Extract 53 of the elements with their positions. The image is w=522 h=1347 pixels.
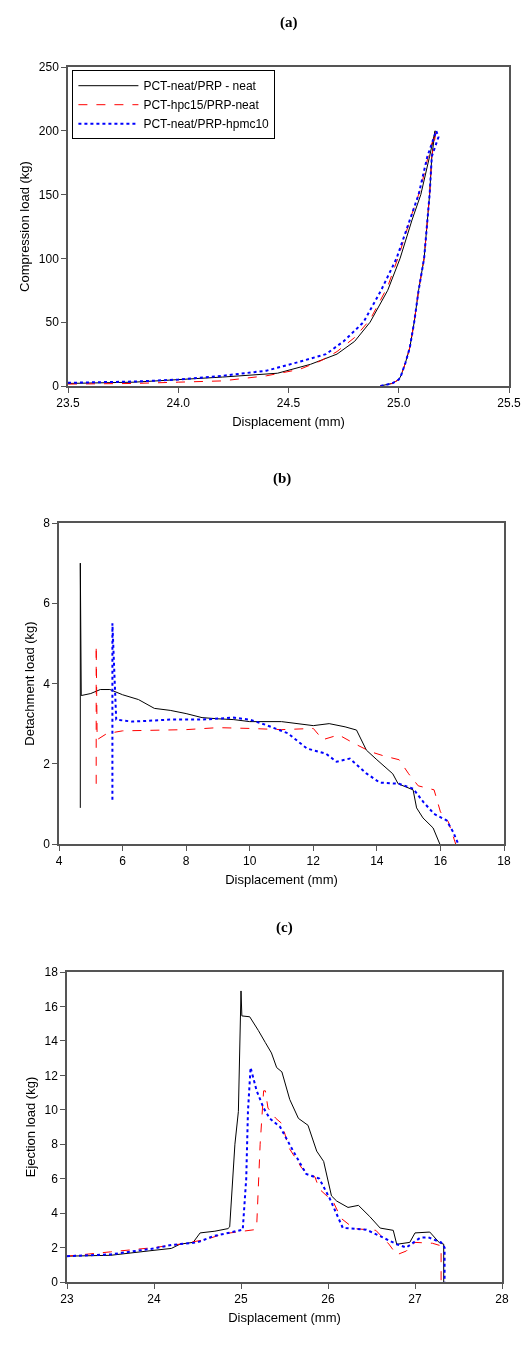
y-tick-label: 6 xyxy=(43,596,51,611)
x-tick-label: 25.0 xyxy=(387,396,411,411)
x-tick-label: 23 xyxy=(60,1292,74,1307)
y-axis-title: Detachment load (kg) xyxy=(21,621,37,746)
x-tick-label: 8 xyxy=(182,854,190,869)
x-axis-title: Displacement (mm) xyxy=(228,1310,341,1326)
y-tick-label: 250 xyxy=(38,60,60,75)
y-tick-label: 14 xyxy=(44,1034,59,1049)
y-tick-label: 12 xyxy=(44,1068,59,1083)
y-tick-label: 0 xyxy=(43,837,51,852)
x-tick-label: 25.5 xyxy=(497,396,521,411)
x-tick-label: 24 xyxy=(147,1292,161,1307)
x-tick-label: 12 xyxy=(306,854,321,869)
x-tick-label: 23.5 xyxy=(56,396,80,411)
x-tick-label: 24.0 xyxy=(166,396,191,411)
x-tick-label: 10 xyxy=(243,854,257,869)
x-axis-title: Displacement (mm) xyxy=(225,872,338,888)
y-tick-label: 4 xyxy=(51,1206,59,1221)
legend-label: PCT-neat/PRP - neat xyxy=(143,79,257,94)
y-tick-label: 100 xyxy=(38,251,60,266)
line-series xyxy=(79,562,441,844)
y-tick-label: 6 xyxy=(51,1171,59,1186)
legend-label: PCT-hpc15/PRP-neat xyxy=(143,98,260,113)
x-tick-label: 6 xyxy=(119,854,127,869)
chart-title: (b) xyxy=(273,470,292,487)
y-tick-label: 8 xyxy=(51,1137,59,1152)
x-tick-label: 16 xyxy=(433,854,448,869)
x-tick-label: 24.5 xyxy=(276,396,301,411)
x-tick-label: 18 xyxy=(497,854,511,869)
x-tick-label: 26 xyxy=(321,1292,335,1307)
y-axis-title: Compression load (kg) xyxy=(17,161,33,292)
x-tick-label: 28 xyxy=(495,1292,509,1307)
x-axis-title: Displacement (mm) xyxy=(232,414,345,430)
y-tick-label: 16 xyxy=(44,999,59,1014)
y-tick-label: 4 xyxy=(43,676,51,691)
y-tick-label: 150 xyxy=(38,187,60,202)
x-tick-label: 14 xyxy=(370,854,384,869)
x-tick-label: 27 xyxy=(408,1292,422,1307)
y-tick-label: 200 xyxy=(38,124,60,138)
y-tick-label: 10 xyxy=(44,1102,59,1117)
legend-label: PCT-neat/PRP-hpmc10 xyxy=(143,117,270,132)
y-axis-title: Ejection load (kg) xyxy=(22,1076,38,1178)
x-tick-label: 25 xyxy=(234,1292,248,1307)
y-tick-label: 18 xyxy=(44,965,59,980)
y-tick-label: 0 xyxy=(52,379,60,394)
y-tick-label: 8 xyxy=(43,516,51,531)
y-tick-label: 2 xyxy=(51,1240,59,1255)
y-tick-label: 50 xyxy=(45,315,60,330)
line-series xyxy=(67,990,445,1282)
chart-title: (a) xyxy=(280,14,298,31)
y-tick-label: 2 xyxy=(43,756,51,771)
chart-title: (c) xyxy=(276,919,293,936)
y-tick-label: 0 xyxy=(51,1275,59,1290)
